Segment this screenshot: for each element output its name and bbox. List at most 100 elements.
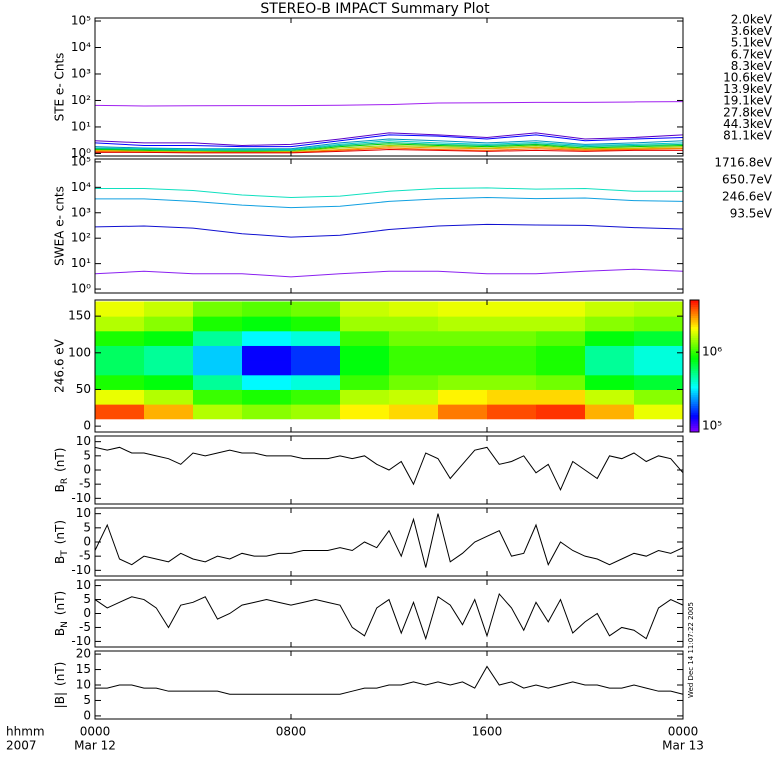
heatmap-cell: [242, 360, 292, 376]
colorbar-segment: [690, 306, 699, 310]
colorbar-segment: [690, 385, 699, 389]
heatmap-cell: [242, 316, 292, 332]
heatmap-cell: [95, 389, 145, 405]
heatmap-cell: [95, 330, 145, 346]
date-label: Mar 12: [74, 739, 116, 753]
colorbar-segment: [690, 315, 699, 319]
legend-entry: 19.1keV: [723, 94, 773, 108]
series-line: [94, 141, 684, 151]
colorbar-segment: [690, 407, 699, 411]
colorbar-segment: [690, 361, 699, 365]
colorbar-segment: [690, 300, 699, 303]
heatmap-cell: [438, 316, 488, 332]
colorbar-tick-label: 10⁵: [702, 419, 722, 433]
heatmap-cell: [438, 330, 488, 346]
y-axis-label: BT (nT): [53, 520, 70, 564]
heatmap-cell: [536, 345, 586, 361]
y-tick-label: 5: [83, 693, 91, 707]
heatmap-cell: [144, 316, 194, 332]
y-tick-label: 10⁰: [71, 146, 91, 160]
legend-entry: 27.8keV: [723, 105, 773, 119]
label-unit: (nT): [53, 591, 67, 615]
colorbar-segment: [690, 403, 699, 407]
legend-entry: 3.6keV: [731, 24, 773, 38]
heatmap-cell: [95, 301, 145, 317]
colorbar-segment: [690, 335, 699, 338]
heatmap-cell: [438, 345, 488, 361]
y-tick-label: 10: [76, 434, 91, 448]
colorbar-segment: [690, 416, 699, 420]
heatmap-cell: [389, 360, 439, 376]
heatmap-cell: [193, 389, 243, 405]
colorbar-segment: [690, 341, 699, 345]
colorbar-segment: [690, 324, 699, 327]
colorbar-segment: [690, 392, 699, 396]
colorbar-segment: [690, 399, 699, 402]
y-tick-label: 10¹: [71, 119, 91, 133]
series-line: [94, 140, 684, 151]
heatmap-cell: [242, 301, 292, 317]
heatmap-cell: [536, 389, 586, 405]
heatmap-cell: [634, 404, 683, 420]
heatmap-cell: [291, 404, 341, 420]
x-tick-label: 0800: [276, 725, 307, 739]
y-tick-label: 10: [76, 506, 91, 520]
colorbar-segment: [690, 427, 699, 431]
heatmap-cell: [634, 360, 683, 376]
heatmap-cell: [536, 404, 586, 420]
colorbar-segment: [690, 311, 699, 314]
colorbar-segment: [690, 414, 699, 418]
heatmap-cell: [634, 301, 683, 317]
label-subscript: T: [60, 550, 70, 557]
plot-area: [95, 301, 683, 420]
heatmap-cell: [242, 330, 292, 346]
legend-entry: 13.9keV: [723, 82, 773, 96]
legend-entry: 44.3keV: [723, 117, 773, 131]
colorbar-segment: [690, 412, 699, 415]
heatmap-cell: [536, 316, 586, 332]
heatmap-cell: [193, 301, 243, 317]
y-tick-label: 10: [76, 678, 91, 692]
legend-entry: 2.0keV: [731, 13, 773, 27]
heatmap-cell: [340, 330, 390, 346]
series-line: [94, 144, 684, 153]
series-line: [94, 268, 684, 278]
heatmap-cell: [291, 360, 341, 376]
heatmap-cell: [144, 301, 194, 317]
heatmap-cell: [144, 360, 194, 376]
heatmap-cell: [242, 404, 292, 420]
colorbar-segment: [690, 421, 699, 424]
series-line: [94, 592, 684, 641]
heatmap-cell: [487, 360, 537, 376]
series-line: [94, 138, 684, 150]
heatmap-cell: [536, 360, 586, 376]
y-tick-label: 5: [83, 448, 91, 462]
y-tick-label: 0: [83, 535, 91, 549]
heatmap-cell: [95, 404, 145, 420]
colorbar-segment: [690, 429, 699, 433]
heatmap-cell: [144, 345, 194, 361]
heatmap-cell: [242, 345, 292, 361]
colorbar-segment: [690, 328, 699, 332]
heatmap-cell: [144, 389, 194, 405]
heatmap-cell: [193, 374, 243, 390]
label-unit: (nT): [53, 662, 67, 686]
colorbar-segment: [690, 304, 699, 308]
heatmap-cell: [487, 404, 537, 420]
heatmap-cell: [291, 301, 341, 317]
colorbar-segment: [690, 394, 699, 398]
time-format-label: hhmm: [6, 725, 45, 739]
y-tick-label: 10⁵: [71, 154, 91, 168]
colorbar-segment: [690, 352, 699, 356]
heatmap-cell: [438, 374, 488, 390]
y-tick-label: 100: [68, 345, 91, 359]
label-subscript: R: [60, 478, 70, 484]
y-axis-label: STE e- Cnts: [53, 53, 67, 122]
heatmap-cell: [291, 389, 341, 405]
heatmap-cell: [193, 404, 243, 420]
heatmap-cell: [585, 345, 635, 361]
series-line: [95, 196, 684, 209]
heatmap-cell: [438, 389, 488, 405]
colorbar-segment: [690, 346, 699, 349]
y-tick-label: 0: [83, 606, 91, 620]
